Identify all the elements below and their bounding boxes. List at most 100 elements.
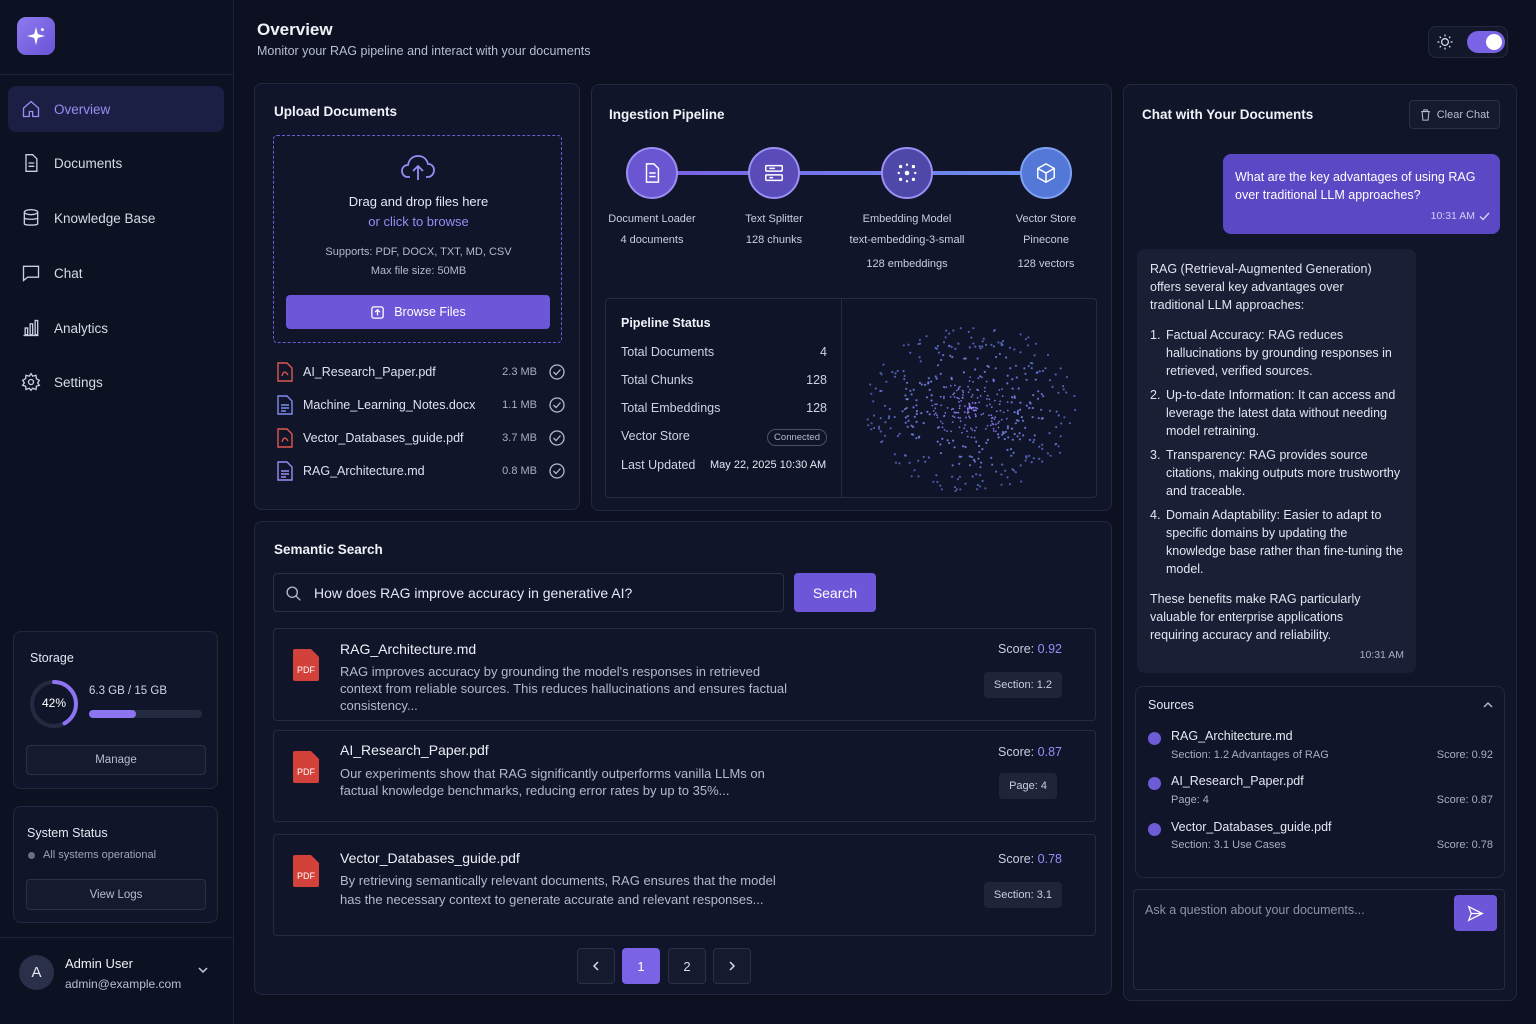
embedding-point — [1020, 416, 1023, 419]
drop-zone[interactable]: Drag and drop files here or click to bro… — [273, 135, 562, 343]
embedding-point — [1059, 435, 1062, 438]
svg-text:PDF: PDF — [297, 767, 316, 777]
app-logo[interactable] — [17, 17, 55, 55]
stage-vector-store[interactable] — [1020, 147, 1072, 199]
file-row[interactable]: RAG_Architecture.md 0.8 MB — [277, 460, 567, 482]
embedding-point — [969, 406, 972, 408]
manage-storage-button[interactable]: Manage — [26, 745, 206, 775]
source-item[interactable]: Vector_Databases_guide.pdf Section: 3.1 … — [1147, 820, 1493, 860]
chat-input[interactable]: Ask a question about your documents... — [1133, 889, 1505, 990]
embedding-point — [1041, 417, 1044, 420]
embedding-point — [976, 488, 979, 491]
result-score: Score: 0.92 — [998, 642, 1062, 656]
embedding-point — [984, 487, 987, 490]
search-result[interactable]: PDF RAG_Architecture.md RAG improves acc… — [273, 628, 1096, 721]
send-button[interactable] — [1454, 895, 1497, 931]
embedding-point — [1000, 473, 1003, 476]
theme-toggle[interactable] — [1428, 26, 1508, 58]
embedding-point — [978, 444, 981, 448]
embedding-point — [967, 410, 969, 413]
embedding-point — [994, 416, 997, 419]
embedding-point — [1040, 393, 1043, 396]
sidebar-item-label: Settings — [54, 374, 103, 390]
embedding-point — [964, 405, 966, 408]
file-row[interactable]: AI_Research_Paper.pdf 2.3 MB — [277, 361, 567, 383]
sidebar-item-settings[interactable]: Settings — [8, 359, 224, 405]
embedding-point — [930, 399, 933, 402]
file-name: Vector_Databases_guide.pdf — [303, 431, 464, 445]
embedding-point — [1006, 374, 1009, 377]
embedding-point — [966, 430, 968, 433]
embedding-point — [971, 475, 974, 478]
embedding-point — [986, 424, 989, 427]
embedding-point — [950, 430, 952, 433]
stage-text-splitter[interactable] — [748, 147, 800, 199]
search-result[interactable]: PDF AI_Research_Paper.pdf Our experiment… — [273, 730, 1096, 822]
file-row[interactable]: Machine_Learning_Notes.docx 1.1 MB — [277, 394, 567, 416]
search-result[interactable]: PDF Vector_Databases_guide.pdf By retrie… — [273, 834, 1096, 936]
source-marker — [1148, 732, 1161, 745]
browse-files-button[interactable]: Browse Files — [286, 295, 550, 329]
embedding-point — [873, 414, 876, 417]
embedding-point — [969, 388, 971, 391]
clear-chat-button[interactable]: Clear Chat — [1409, 100, 1500, 129]
embedding-point — [994, 367, 997, 370]
embedding-point — [973, 409, 976, 412]
search-button[interactable]: Search — [794, 573, 876, 612]
previous-page-button[interactable] — [577, 948, 615, 984]
embedding-point — [1059, 367, 1062, 370]
embedding-point — [951, 421, 954, 423]
embedding-point — [894, 372, 897, 375]
sidebar-item-chat[interactable]: Chat — [8, 250, 224, 296]
check-circle-icon — [549, 397, 565, 413]
embedding-point — [975, 409, 977, 412]
embedding-point — [943, 397, 945, 400]
embedding-point — [884, 434, 887, 437]
click-to-browse-link[interactable]: or click to browse — [368, 214, 469, 229]
source-item[interactable]: AI_Research_Paper.pdf Page: 4 Score: 0.8… — [1147, 774, 1493, 814]
embedding-point — [1051, 385, 1054, 388]
embedding-point — [904, 394, 907, 397]
embedding-point — [1028, 454, 1031, 457]
sidebar-item-analytics[interactable]: Analytics — [8, 305, 224, 351]
embedding-point — [1025, 404, 1028, 407]
embedding-point — [981, 479, 984, 483]
embedding-point — [915, 399, 918, 402]
page-1-button[interactable]: 1 — [622, 948, 660, 984]
page-2-button[interactable]: 2 — [668, 948, 706, 984]
stage-embedding-model[interactable] — [881, 147, 933, 199]
embedding-point — [962, 371, 965, 374]
embedding-point — [893, 415, 896, 419]
chevron-up-icon[interactable] — [1482, 700, 1494, 710]
embedding-point — [902, 370, 905, 373]
embedding-point — [879, 417, 882, 420]
embedding-point — [974, 345, 977, 348]
sidebar-item-overview[interactable]: Overview — [8, 86, 224, 132]
source-marker — [1148, 823, 1161, 836]
embedding-point — [957, 342, 960, 345]
view-logs-button[interactable]: View Logs — [26, 879, 206, 910]
status-label: Total Chunks — [621, 373, 694, 387]
embedding-point — [951, 356, 954, 359]
embedding-point — [918, 435, 921, 438]
stage-document-loader[interactable] — [626, 147, 678, 199]
embedding-point — [1029, 361, 1032, 365]
sidebar-item-documents[interactable]: Documents — [8, 140, 224, 186]
embedding-point — [970, 336, 973, 339]
theme-switch[interactable] — [1467, 31, 1505, 53]
user-menu[interactable]: A Admin User admin@example.com — [0, 938, 233, 1024]
embedding-point — [1049, 379, 1052, 382]
file-row[interactable]: Vector_Databases_guide.pdf 3.7 MB — [277, 427, 567, 449]
search-input[interactable]: How does RAG improve accuracy in generat… — [273, 573, 784, 612]
embedding-point — [1037, 390, 1040, 393]
embedding-point — [917, 459, 920, 462]
status-row: Total Documents 4 — [621, 345, 827, 359]
file-size: 2.3 MB — [502, 366, 537, 378]
embedding-point — [958, 407, 961, 410]
source-item[interactable]: RAG_Architecture.md Section: 1.2 Advanta… — [1147, 729, 1493, 769]
status-label: Total Embeddings — [621, 401, 721, 415]
embedding-point — [961, 431, 963, 434]
next-page-button[interactable] — [713, 948, 751, 984]
embedding-point — [1041, 443, 1044, 446]
sidebar-item-knowledge-base[interactable]: Knowledge Base — [8, 195, 224, 241]
